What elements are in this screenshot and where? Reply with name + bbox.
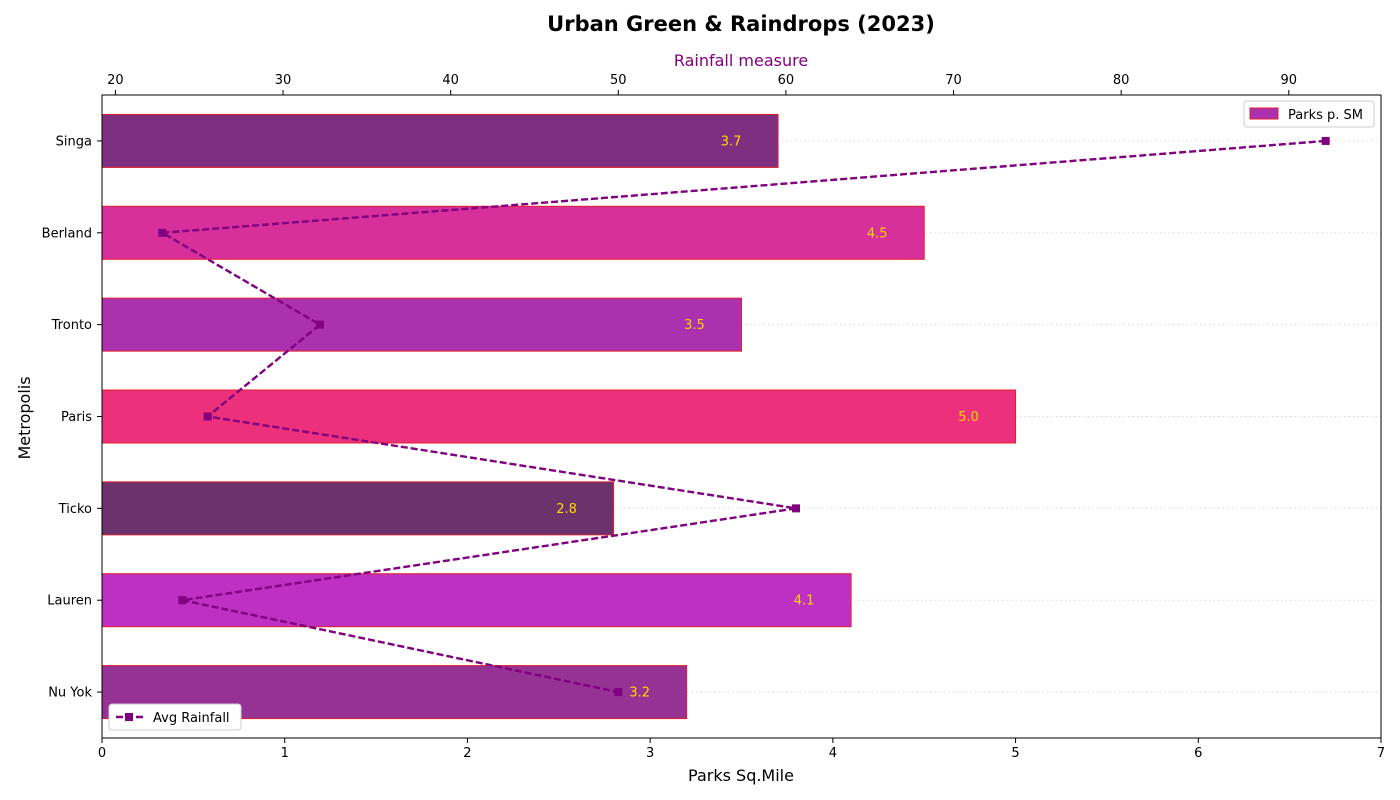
bar-tronto (101, 297, 742, 352)
top-tick-label: 20 (107, 73, 124, 88)
bar-series (101, 113, 1017, 720)
legend-parks: Parks p. SM (1243, 100, 1375, 128)
rainfall-point-lauren (178, 596, 187, 605)
line-series (158, 136, 1330, 697)
x-tick-label: 6 (1194, 746, 1202, 761)
x-tick-label: 7 (1377, 746, 1385, 761)
data-labels: 3.7 4.5 3.5 5.0 2.8 4.1 3.2 (556, 134, 979, 700)
y-tick-label: Lauren (47, 594, 92, 609)
legend-swatch-parks (1249, 107, 1279, 120)
bar-paris (101, 389, 1017, 444)
data-label: 4.5 (867, 226, 888, 241)
x-tick-label: 0 (98, 746, 106, 761)
data-label: 2.8 (556, 502, 577, 517)
data-label: 5.0 (958, 410, 979, 425)
rainfall-point-berland (158, 228, 167, 237)
top-axis: 20 30 40 50 60 70 80 90 (107, 73, 1297, 95)
x-tick-label: 2 (463, 746, 471, 761)
data-label: 3.5 (684, 318, 705, 333)
y-tick-label: Paris (61, 410, 92, 425)
x-tick-label: 1 (281, 746, 289, 761)
rainfall-point-tronto (315, 320, 324, 329)
legend-label-parks: Parks p. SM (1288, 108, 1363, 123)
y-tick-label: Berland (42, 226, 92, 241)
top-tick-label: 40 (442, 73, 459, 88)
top-tick-label: 90 (1281, 73, 1298, 88)
legend-label-rainfall: Avg Rainfall (153, 711, 230, 726)
left-axis: Singa Berland Tronto Paris Ticko Lauren Nu Yok (42, 134, 102, 701)
rainfall-point-singa (1321, 136, 1330, 145)
y-axis-label: Metropolis (15, 376, 34, 459)
bottom-axis: 0 1 2 3 4 5 6 7 (98, 738, 1385, 761)
x-tick-label: 4 (829, 746, 837, 761)
rainfall-point-nu-yok (614, 688, 623, 697)
x-tick-label: 5 (1011, 746, 1019, 761)
top-tick-label: 50 (610, 73, 627, 88)
x-tick-label: 3 (646, 746, 654, 761)
data-label: 3.2 (629, 686, 650, 701)
top-tick-label: 30 (275, 73, 292, 88)
y-tick-label: Tronto (51, 318, 92, 333)
data-label: 3.7 (721, 134, 742, 149)
bar-lauren (101, 573, 852, 628)
rainfall-point-ticko (791, 504, 800, 513)
top-tick-label: 60 (778, 73, 795, 88)
top-axis-label: Rainfall measure (674, 51, 808, 70)
top-tick-label: 70 (945, 73, 962, 88)
rainfall-point-paris (203, 412, 212, 421)
y-tick-label: Nu Yok (48, 686, 92, 701)
legend-rainfall: Avg Rainfall (108, 703, 242, 731)
data-label: 4.1 (794, 594, 815, 609)
bar-ticko (101, 481, 615, 536)
x-axis-label: Parks Sq.Mile (688, 766, 794, 785)
bar-singa (101, 113, 779, 168)
y-tick-label: Ticko (58, 502, 92, 517)
top-tick-label: 80 (1113, 73, 1130, 88)
legend-swatch-rainfall-marker (125, 713, 133, 721)
bar-berland (101, 205, 925, 260)
y-tick-label: Singa (56, 134, 92, 149)
legend-box (108, 703, 242, 731)
chart-title: Urban Green & Raindrops (2023) (547, 12, 935, 36)
